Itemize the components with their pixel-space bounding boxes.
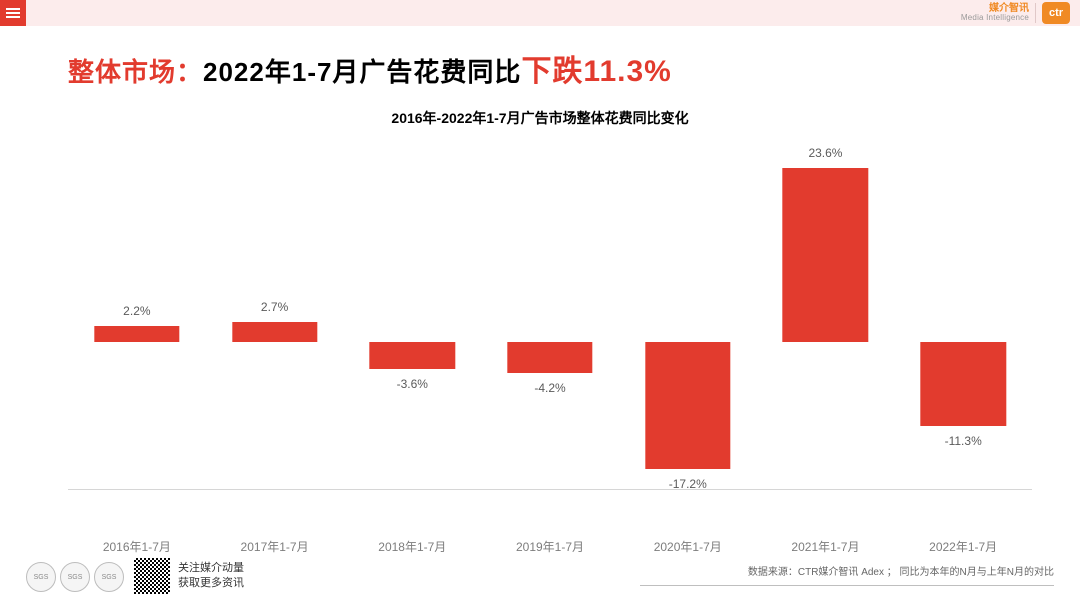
chart-column: 23.6%	[757, 150, 895, 490]
chart-bar	[370, 342, 455, 369]
chart-value-label: -3.6%	[397, 377, 428, 391]
cert-badges: SGSSGSSGS	[26, 562, 124, 592]
title-tail: 下跌11.3%	[521, 55, 671, 88]
chart-value-label: 2.2%	[123, 304, 150, 318]
brand-block: 媒介智讯 Media Intelligence ctr	[961, 2, 1070, 24]
chart-bar	[920, 342, 1005, 426]
cert-badge: SGS	[94, 562, 124, 592]
qr-caption-line2: 获取更多资讯	[178, 576, 244, 590]
brand-en: Media Intelligence	[961, 14, 1029, 22]
chart-value-label: 23.6%	[808, 146, 842, 160]
chart-subtitle: 2016年-2022年1-7月广告市场整体花费同比变化	[0, 108, 1080, 128]
chart-column: -17.2%	[619, 150, 757, 490]
chart: 2.2%2.7%-3.6%-4.2%-17.2%23.6%-11.3% 2016…	[68, 150, 1032, 530]
title-middle: 2022年1-7月广告花费同比	[203, 57, 521, 87]
footer: SGSSGSSGS 关注媒介动量 获取更多资讯 数据来源：CTR媒介智讯 Ade…	[0, 548, 1080, 598]
footer-rule	[640, 585, 1054, 586]
chart-bar	[783, 168, 868, 342]
chart-value-label: 2.7%	[261, 300, 288, 314]
page-title: 整体市场：2022年1-7月广告花费同比下跌11.3%	[68, 46, 672, 90]
chart-columns: 2.2% 2.7% -3.6% -4.2% -17.2%23.6% -11.3%	[68, 150, 1032, 490]
chart-column: -3.6%	[343, 150, 481, 490]
chart-bar	[232, 322, 317, 342]
chart-column: -4.2%	[481, 150, 619, 490]
chart-column: 2.2%	[68, 150, 206, 490]
brand-divider	[1035, 3, 1036, 23]
title-prefix: 整体市场：	[68, 57, 203, 87]
cert-badge: SGS	[60, 562, 90, 592]
chart-bar	[94, 326, 179, 342]
chart-plot: 2.2% 2.7% -3.6% -4.2% -17.2%23.6% -11.3%	[68, 150, 1032, 490]
qr-code	[134, 558, 170, 594]
qr-caption: 关注媒介动量 获取更多资讯	[178, 561, 244, 590]
chart-x-axis	[68, 489, 1032, 490]
topbar	[0, 0, 1080, 26]
chart-bar	[507, 342, 592, 373]
chart-column: -11.3%	[894, 150, 1032, 490]
data-source: 数据来源：CTR媒介智讯 Adex ； 同比为本年的N月与上年N月的对比	[748, 563, 1054, 578]
brand-logo: ctr	[1042, 2, 1070, 24]
menu-icon[interactable]	[0, 0, 26, 26]
chart-bar	[645, 342, 730, 469]
chart-value-label: -11.3%	[945, 434, 982, 448]
cert-badge: SGS	[26, 562, 56, 592]
brand-text: 媒介智讯 Media Intelligence	[961, 4, 1029, 22]
chart-value-label: -4.2%	[534, 381, 565, 395]
qr-caption-line1: 关注媒介动量	[178, 561, 244, 575]
chart-column: 2.7%	[206, 150, 344, 490]
slide-root: 媒介智讯 Media Intelligence ctr 整体市场：2022年1-…	[0, 0, 1080, 608]
